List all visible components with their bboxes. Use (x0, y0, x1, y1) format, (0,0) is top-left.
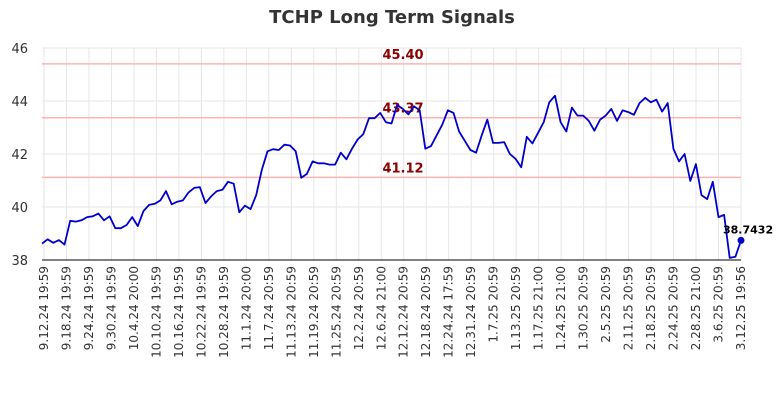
x-tick-label: 2.5.25 20:59 (599, 266, 613, 343)
price-series-line (41, 94, 742, 259)
x-tick-label: 11.7.24 20:59 (262, 266, 276, 350)
x-tick-label: 9.18.24 19:59 (59, 266, 73, 350)
x-tick-label: 3.12.25 19:56 (734, 266, 748, 350)
x-tick-label: 1.13.25 20:59 (509, 266, 523, 350)
x-tick-label: 11.1.24 20:00 (239, 266, 253, 350)
x-tick-label: 12.12.24 20:59 (397, 266, 411, 358)
x-tick-label: 9.12.24 19:59 (37, 266, 51, 350)
x-tick-label: 1.30.25 20:59 (577, 266, 591, 350)
last-value-point (737, 236, 745, 244)
x-tick-label: 11.13.24 20:59 (284, 266, 298, 358)
x-tick-label: 10.22.24 19:59 (194, 266, 208, 358)
y-tick-label: 42 (11, 148, 28, 163)
x-tick-label: 3.6.25 20:59 (712, 266, 726, 343)
chart-title: TCHP Long Term Signals (269, 7, 515, 28)
x-tick-label: 1.7.25 20:59 (487, 266, 501, 343)
x-tick-label: 10.10.24 19:59 (149, 266, 163, 358)
x-tick-label: 2.11.25 20:59 (622, 266, 636, 350)
x-tick-label: 11.25.24 20:59 (329, 266, 343, 358)
y-tick-label: 38 (11, 254, 28, 269)
x-tick-label: 12.2.24 20:59 (352, 266, 366, 350)
x-tick-label: 2.18.25 20:59 (644, 266, 658, 350)
x-tick-label: 1.24.25 21:00 (554, 266, 568, 350)
x-tick-label: 2.24.25 20:59 (667, 266, 681, 350)
y-tick-label: 44 (11, 95, 28, 110)
reference-line-label: 45.40 (382, 48, 423, 63)
x-tick-label: 9.24.24 19:59 (82, 266, 96, 350)
x-tick-label: 9.30.24 19:59 (104, 266, 118, 350)
x-tick-label: 12.18.24 20:59 (419, 266, 433, 358)
x-tick-label: 11.19.24 20:59 (307, 266, 321, 358)
x-tick-label: 2.28.25 21:00 (689, 266, 703, 350)
last-value-label: 38.7432 (723, 223, 773, 236)
reference-line-label: 41.12 (382, 161, 423, 176)
y-tick-label: 40 (11, 201, 28, 216)
x-tick-label: 1.17.25 21:00 (532, 266, 546, 350)
x-tick-label: 12.24.24 17:59 (442, 266, 456, 358)
x-tick-label: 10.4.24 20:00 (127, 266, 141, 350)
x-tick-label: 12.31.24 20:59 (464, 266, 478, 358)
x-tick-label: 10.16.24 19:59 (172, 266, 186, 358)
y-tick-label: 46 (11, 42, 28, 57)
x-tick-label: 12.6.24 21:00 (374, 266, 388, 350)
x-tick-label: 10.28.24 19:59 (217, 266, 231, 358)
